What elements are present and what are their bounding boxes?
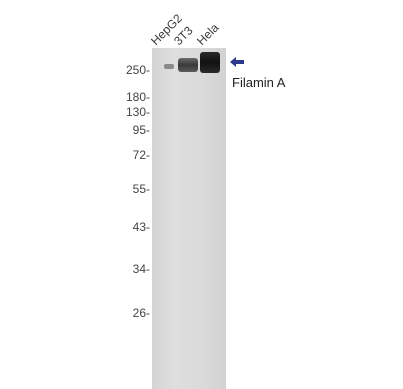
band-3t3 [178, 58, 198, 72]
blot-membrane [152, 48, 226, 389]
marker-130: 130- [125, 105, 150, 119]
marker-250: 250- [125, 63, 150, 77]
marker-72: 72- [132, 148, 150, 162]
marker-180: 180- [125, 90, 150, 104]
marker-95: 95- [132, 123, 150, 137]
arrow-left-icon [230, 57, 244, 67]
lane-label-hela: Hela [194, 20, 222, 48]
band-hepg2 [164, 64, 174, 69]
protein-label: Filamin A [232, 75, 286, 90]
band-hela [200, 52, 220, 73]
marker-43: 43- [132, 220, 150, 234]
marker-26: 26- [132, 306, 150, 320]
marker-55: 55- [132, 182, 150, 196]
marker-34: 34- [132, 262, 150, 276]
